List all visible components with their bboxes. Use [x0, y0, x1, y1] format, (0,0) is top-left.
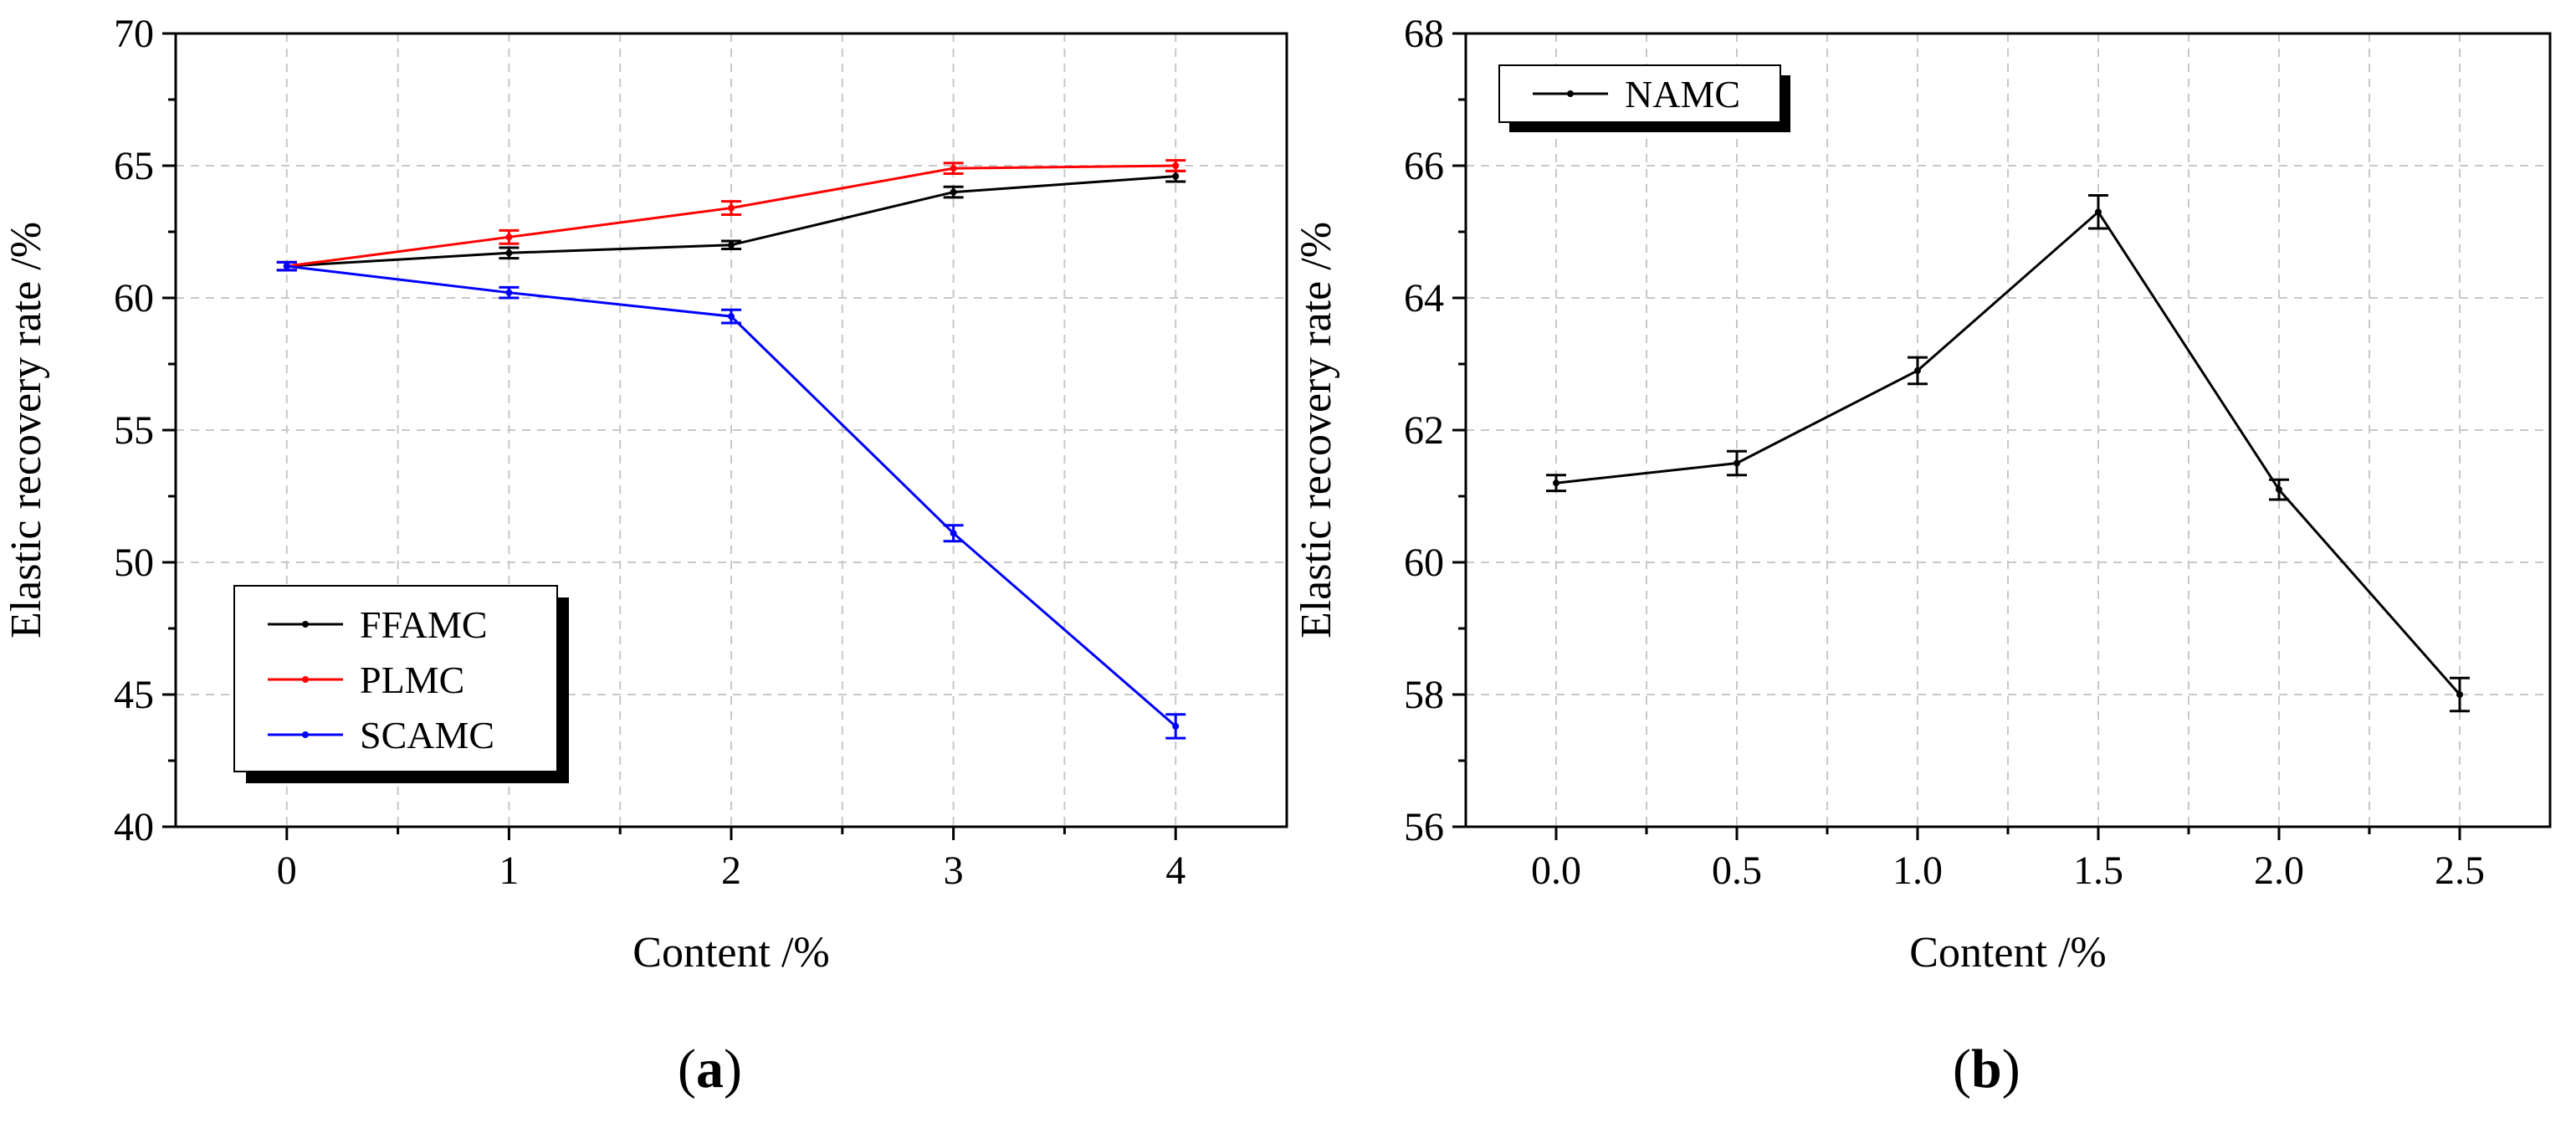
- legend-marker: [302, 621, 309, 628]
- legend-marker: [1567, 90, 1574, 97]
- x-tick-label: 2: [721, 849, 741, 893]
- y-tick-label: 70: [114, 12, 154, 56]
- y-tick-label: 55: [114, 408, 154, 453]
- x-tick-label: 2.0: [2254, 849, 2304, 893]
- data-point: [505, 233, 513, 241]
- data-point: [950, 165, 957, 172]
- y-tick-label: 40: [114, 805, 154, 849]
- x-tick-label: 0.5: [1712, 849, 1762, 893]
- y-tick-label: 50: [114, 541, 154, 585]
- x-tick-label: 1.0: [1892, 849, 1943, 893]
- y-axis: 40 45 50 55 60 65 70: [114, 12, 176, 849]
- series-line-namc: [1555, 210, 2461, 695]
- x-axis-title: Content /%: [1909, 929, 2106, 977]
- data-point: [1172, 172, 1180, 180]
- x-axis-title: Content /%: [632, 929, 829, 977]
- panel-caption-b: (b): [1953, 1038, 2020, 1100]
- y-tick-label: 62: [1404, 408, 1444, 453]
- data-point: [505, 249, 513, 257]
- data-point: [950, 188, 957, 196]
- legend: NAMC: [1498, 64, 1790, 132]
- y-axis-title: Elastic recovery rate /%: [1293, 222, 1340, 638]
- y-tick-label: 58: [1404, 673, 1444, 717]
- legend-label: FFAMC: [360, 603, 488, 646]
- y-axis: 56 58 60 62 64 66 68: [1404, 12, 1466, 849]
- data-point: [950, 530, 957, 537]
- data-point: [1172, 722, 1180, 730]
- y-axis-title: Elastic recovery rate /%: [3, 222, 50, 638]
- y-tick-label: 64: [1404, 276, 1444, 320]
- y-tick-label: 68: [1404, 12, 1444, 56]
- panel-caption-a: (a): [678, 1038, 742, 1100]
- legend-label: SCAMC: [360, 714, 494, 756]
- chart-panel-b: 56 58 60 62 64 66 68 0.0 0.5 1.0 1.5 2.0 2.5 Content …: [1293, 12, 2552, 977]
- data-point: [728, 313, 735, 320]
- data-point: [2276, 486, 2282, 494]
- x-tick-label: 0: [277, 849, 297, 893]
- data-point: [2095, 208, 2102, 216]
- data-point: [728, 241, 735, 249]
- data-point: [1734, 459, 1740, 467]
- y-tick-label: 56: [1404, 805, 1444, 849]
- series-namc: [1546, 194, 2470, 713]
- y-tick-label: 66: [1404, 144, 1444, 188]
- y-tick-label: 45: [114, 673, 154, 717]
- legend: FFAMC PLMC SCAMC: [233, 585, 569, 783]
- series-scamc: [276, 260, 1186, 740]
- legend-marker: [302, 731, 309, 738]
- chart-panel-a: 40 45 50 55 60 65 70 0 1 2 3 4 Content /% Elastic rec…: [3, 12, 1288, 977]
- data-point: [505, 289, 513, 296]
- x-tick-label: 2.5: [2435, 849, 2485, 893]
- data-point: [1914, 367, 1921, 374]
- x-tick-label: 0.0: [1531, 849, 1581, 893]
- gridlines: [1466, 33, 2550, 827]
- data-point: [1172, 162, 1180, 169]
- x-tick-label: 4: [1165, 849, 1186, 893]
- x-tick-label: 1: [499, 849, 519, 893]
- y-tick-label: 65: [114, 144, 154, 188]
- y-tick-label: 60: [1404, 541, 1444, 585]
- x-tick-label: 3: [944, 849, 964, 893]
- y-tick-label: 60: [114, 276, 154, 320]
- x-axis: 0.0 0.5 1.0 1.5 2.0 2.5: [1531, 827, 2485, 893]
- x-axis: 0 1 2 3 4: [277, 827, 1186, 893]
- legend-label: NAMC: [1625, 73, 1740, 115]
- legend-label: PLMC: [360, 659, 464, 701]
- data-point: [283, 263, 290, 270]
- data-point: [728, 204, 735, 212]
- data-point: [2456, 691, 2463, 698]
- data-point: [1553, 479, 1559, 487]
- x-tick-label: 1.5: [2073, 849, 2123, 893]
- legend-marker: [302, 676, 309, 683]
